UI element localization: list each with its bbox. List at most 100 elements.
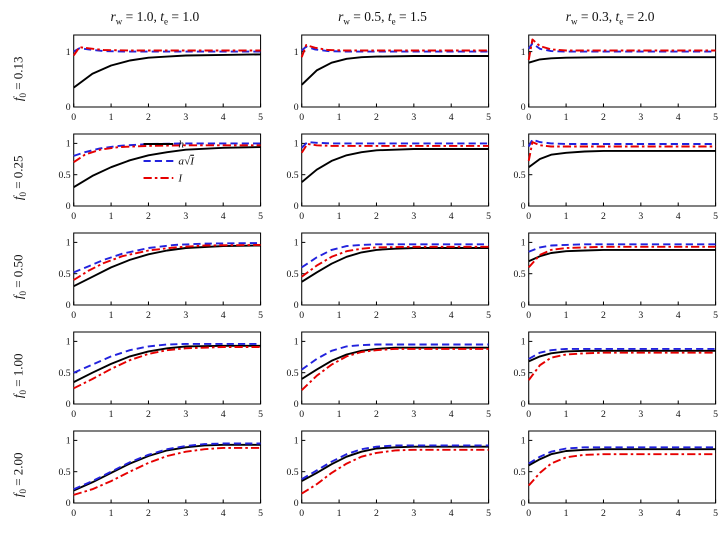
svg-text:1: 1 [336, 112, 341, 123]
svg-text:4: 4 [221, 409, 226, 420]
series-a_sqrt_I [300, 343, 489, 371]
svg-text:0: 0 [293, 498, 298, 509]
svg-text:4: 4 [448, 508, 453, 519]
svg-text:0: 0 [521, 498, 526, 509]
svg-text:0: 0 [66, 201, 71, 212]
series-a_sqrt_I [528, 243, 716, 253]
plot-grid: f0 = 0.13 0 1 2 3 4 5 0 1 0 1 2 3 4 5 0 1 0 1 2 3 4 5 0 1 f0 = 0.… [2, 30, 719, 523]
series-h [528, 448, 716, 467]
svg-text:1: 1 [293, 47, 298, 58]
series-h [528, 349, 716, 363]
svg-text:1: 1 [564, 409, 569, 420]
svg-text:5: 5 [258, 508, 263, 519]
svg-text:0: 0 [293, 399, 298, 410]
svg-text:0: 0 [293, 102, 298, 113]
legend-label-a_sqrt_I: a√I [178, 156, 195, 168]
series-a_sqrt_I [528, 347, 716, 360]
series-I [528, 141, 716, 162]
svg-text:0: 0 [527, 112, 532, 123]
subplot-r1c3: 0 1 2 3 4 5 0 1 [521, 34, 719, 123]
svg-text:3: 3 [411, 211, 416, 222]
subplot-r3c2: 0 1 2 3 4 5 0 0.5 1 [286, 232, 491, 321]
svg-text:0.5: 0.5 [58, 170, 70, 181]
svg-text:0: 0 [527, 409, 532, 420]
column-title-3: rw = 0.3, te = 2.0 [565, 9, 655, 27]
plot-cell-r2c3: 0 1 2 3 4 5 0 0.5 1 [501, 129, 719, 226]
svg-text:2: 2 [374, 310, 379, 321]
row-label-5: f0 = 2.00 [10, 452, 28, 497]
svg-text:0: 0 [527, 310, 532, 321]
svg-text:2: 2 [146, 310, 151, 321]
series-a_sqrt_I [73, 47, 261, 53]
series-h [73, 244, 261, 288]
plot-cell-r1c2: 0 1 2 3 4 5 0 1 [274, 30, 492, 127]
svg-text:1: 1 [109, 409, 114, 420]
plot-cell-r3c1: 0 1 2 3 4 5 0 0.5 1 [46, 228, 264, 325]
svg-text:2: 2 [374, 112, 379, 123]
svg-text:3: 3 [639, 211, 644, 222]
svg-text:1: 1 [336, 409, 341, 420]
svg-text:5: 5 [713, 508, 718, 519]
svg-text:0.5: 0.5 [514, 269, 526, 280]
series-h [73, 146, 261, 189]
svg-text:0: 0 [71, 211, 76, 222]
plot-cell-r3c2: 0 1 2 3 4 5 0 0.5 1 [274, 228, 492, 325]
svg-text:0: 0 [521, 201, 526, 212]
plot-cell-r1c1: 0 1 2 3 4 5 0 1 [46, 30, 264, 127]
svg-text:3: 3 [411, 310, 416, 321]
svg-text:4: 4 [448, 310, 453, 321]
column-titles: rw = 1.0, te = 1.0 rw = 0.5, te = 1.5 rw =… [2, 6, 719, 30]
svg-text:3: 3 [183, 310, 188, 321]
svg-text:1: 1 [521, 139, 526, 150]
svg-text:5: 5 [486, 112, 491, 123]
svg-text:1: 1 [521, 238, 526, 249]
svg-text:1: 1 [66, 436, 71, 447]
series-I [528, 245, 716, 269]
series-h [300, 148, 489, 183]
svg-text:2: 2 [146, 409, 151, 420]
series-I [300, 347, 489, 391]
plot-cell-r2c2: 0 1 2 3 4 5 0 0.5 1 [274, 129, 492, 226]
series-h [73, 344, 261, 383]
plot-cell-r5c2: 0 1 2 3 4 5 0 0.5 1 [274, 426, 492, 523]
series-h [300, 55, 489, 86]
svg-text:0: 0 [293, 201, 298, 212]
svg-text:5: 5 [713, 409, 718, 420]
svg-text:4: 4 [448, 409, 453, 420]
svg-text:0: 0 [521, 102, 526, 113]
series-I [73, 144, 261, 163]
svg-text:4: 4 [676, 112, 681, 123]
svg-text:2: 2 [601, 112, 606, 123]
series-I [528, 38, 716, 61]
svg-text:4: 4 [676, 508, 681, 519]
svg-text:0: 0 [299, 508, 304, 519]
svg-text:5: 5 [713, 112, 718, 123]
svg-text:0: 0 [527, 508, 532, 519]
svg-text:1: 1 [66, 47, 71, 58]
svg-text:0.5: 0.5 [286, 170, 298, 181]
svg-text:0: 0 [71, 310, 76, 321]
column-title-1: rw = 1.0, te = 1.0 [110, 9, 200, 27]
svg-text:4: 4 [221, 508, 226, 519]
svg-text:0: 0 [71, 112, 76, 123]
series-h [300, 445, 489, 482]
svg-text:5: 5 [713, 211, 718, 222]
svg-text:0: 0 [521, 300, 526, 311]
series-a_sqrt_I [73, 242, 261, 274]
svg-text:4: 4 [221, 112, 226, 123]
svg-text:0: 0 [66, 102, 71, 113]
subplot-r4c1: 0 1 2 3 4 5 0 0.5 1 [58, 331, 263, 420]
svg-text:1: 1 [336, 310, 341, 321]
series-a_sqrt_I [528, 446, 716, 465]
svg-text:3: 3 [183, 409, 188, 420]
svg-text:0.5: 0.5 [514, 170, 526, 181]
series-I [72, 46, 261, 57]
svg-text:4: 4 [448, 211, 453, 222]
svg-text:2: 2 [601, 211, 606, 222]
svg-text:0: 0 [299, 112, 304, 123]
series-a_sqrt_I [528, 138, 716, 147]
legend-label-I: I [177, 173, 183, 185]
plot-cell-r5c3: 0 1 2 3 4 5 0 0.5 1 [501, 426, 719, 523]
row-label-3: f0 = 0.50 [10, 254, 28, 299]
series-a_sqrt_I [300, 141, 489, 149]
